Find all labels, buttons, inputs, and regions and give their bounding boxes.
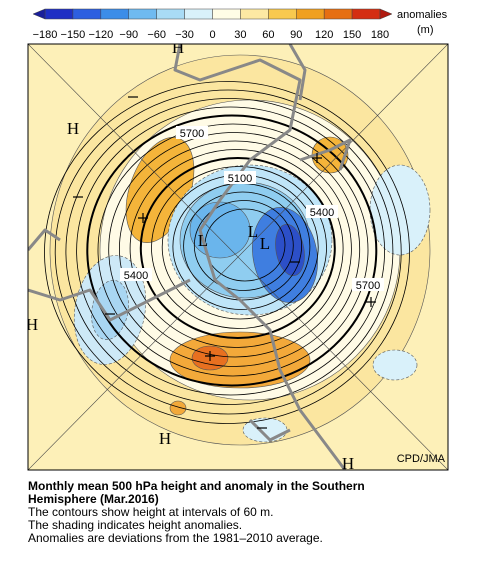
low-label: L bbox=[198, 231, 208, 250]
label-background bbox=[306, 205, 338, 218]
height-contour bbox=[139, 157, 336, 339]
low-label: L bbox=[260, 234, 270, 253]
high-label: H bbox=[26, 315, 38, 334]
contour-label: 5400 bbox=[124, 270, 148, 282]
height-contour bbox=[151, 166, 327, 329]
caption-note: The shading indicates height anomalies. bbox=[28, 518, 243, 532]
coastline bbox=[28, 228, 61, 251]
height-contour bbox=[44, 81, 410, 424]
height-contour bbox=[183, 191, 303, 301]
positive-marker bbox=[205, 351, 215, 361]
colorbar-tick-label: 0 bbox=[209, 29, 215, 41]
colorbar-end bbox=[32, 8, 46, 20]
caption-title: Hemisphere (Mar.2016) bbox=[28, 492, 159, 506]
low-label: L bbox=[248, 222, 258, 241]
height-contour bbox=[97, 123, 369, 377]
contour-label: 5400 bbox=[310, 207, 334, 219]
colorbar-tick-label: 30 bbox=[234, 29, 246, 41]
anomaly-area bbox=[369, 164, 431, 256]
high-label: H bbox=[67, 119, 79, 138]
high-label: H bbox=[159, 429, 171, 448]
colorbar-tick-label: 90 bbox=[290, 29, 302, 41]
colorbar-cell bbox=[240, 8, 269, 20]
colorbar-cell bbox=[72, 8, 102, 20]
coastline bbox=[173, 44, 347, 470]
colorbar-tick-label: −30 bbox=[175, 29, 194, 41]
colorbar-tick-label: −60 bbox=[147, 29, 166, 41]
coastline bbox=[248, 418, 291, 442]
meridian bbox=[28, 44, 448, 470]
colorbar-tick-label: 120 bbox=[315, 29, 333, 41]
contour-label: 5700 bbox=[356, 280, 380, 292]
colorbar-cell bbox=[268, 8, 297, 20]
positive-marker bbox=[138, 213, 148, 223]
colorbar-tick-label: −120 bbox=[88, 29, 113, 41]
colorbar-cell bbox=[128, 8, 157, 20]
colorbar-tick-label: −150 bbox=[61, 29, 86, 41]
colorbar-cell bbox=[212, 8, 241, 20]
high-label: H bbox=[342, 454, 354, 473]
colorbar-cell bbox=[184, 8, 213, 20]
credit: CPD/JMA bbox=[397, 453, 446, 465]
colorbar-tick-label: −180 bbox=[33, 29, 58, 41]
caption-note: Anomalies are deviations from the 1981–2… bbox=[28, 531, 323, 545]
anomaly-area bbox=[169, 400, 187, 416]
positive-marker bbox=[312, 153, 322, 163]
colorbar-title: anomalies bbox=[397, 9, 448, 21]
height-contour bbox=[118, 140, 352, 358]
height-contour bbox=[129, 149, 344, 348]
anomaly-area bbox=[91, 279, 129, 341]
colorbar-tick-label: 150 bbox=[343, 29, 361, 41]
height-contour bbox=[193, 200, 294, 291]
contour-label: 5100 bbox=[228, 173, 252, 185]
high-label: H bbox=[172, 38, 184, 57]
height-contour bbox=[54, 89, 402, 415]
height-contour bbox=[86, 114, 378, 387]
colorbar-cell bbox=[100, 8, 130, 20]
height-contour bbox=[108, 132, 361, 367]
colorbar-cell bbox=[323, 8, 353, 20]
contour-label: 5700 bbox=[180, 128, 204, 140]
label-background bbox=[120, 268, 152, 281]
colorbar-cell bbox=[351, 8, 381, 20]
colorbar-tick-label: −90 bbox=[119, 29, 138, 41]
label-background bbox=[224, 171, 256, 184]
height-contour bbox=[65, 98, 394, 405]
colorbar-tick-label: 60 bbox=[262, 29, 274, 41]
caption-note: The contours show height at intervals of… bbox=[28, 505, 274, 519]
coastline bbox=[28, 278, 191, 322]
colorbar-unit: (m) bbox=[417, 24, 434, 36]
map-frame bbox=[27, 43, 449, 471]
coastline bbox=[288, 44, 307, 101]
anomaly-area bbox=[372, 349, 418, 381]
anomaly-area bbox=[275, 223, 305, 277]
caption-title: Monthly mean 500 hPa height and anomaly … bbox=[28, 479, 365, 493]
colorbar-cell bbox=[44, 8, 74, 20]
positive-marker bbox=[366, 297, 376, 307]
colorbar-cell bbox=[156, 8, 185, 20]
label-background bbox=[176, 126, 208, 139]
height-contour bbox=[76, 106, 386, 396]
colorbar-tick-label: 180 bbox=[371, 29, 389, 41]
label-background bbox=[352, 278, 384, 291]
coastline bbox=[299, 138, 352, 171]
colorbar-cell bbox=[296, 8, 325, 20]
colorbar-end bbox=[379, 8, 393, 20]
